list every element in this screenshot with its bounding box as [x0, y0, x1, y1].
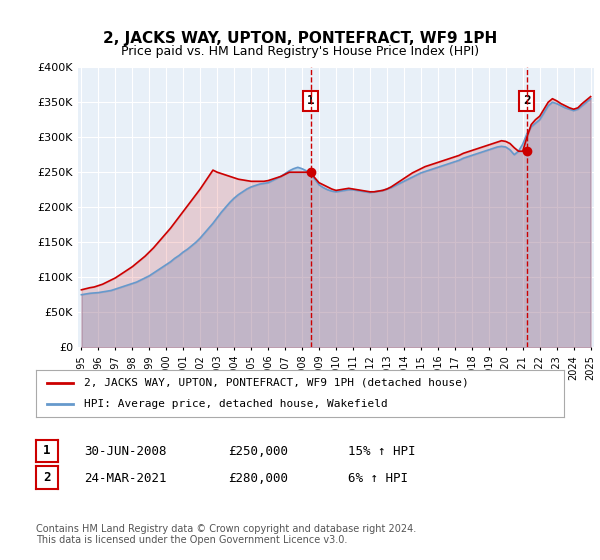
Text: 1: 1 — [307, 94, 314, 108]
Text: 2, JACKS WAY, UPTON, PONTEFRACT, WF9 1PH: 2, JACKS WAY, UPTON, PONTEFRACT, WF9 1PH — [103, 31, 497, 46]
Text: 24-MAR-2021: 24-MAR-2021 — [84, 472, 167, 486]
Text: HPI: Average price, detached house, Wakefield: HPI: Average price, detached house, Wake… — [83, 399, 387, 409]
Text: 6% ↑ HPI: 6% ↑ HPI — [348, 472, 408, 486]
Text: £250,000: £250,000 — [228, 445, 288, 459]
Text: Price paid vs. HM Land Registry's House Price Index (HPI): Price paid vs. HM Land Registry's House … — [121, 45, 479, 58]
Text: 2: 2 — [523, 94, 530, 108]
Text: 15% ↑ HPI: 15% ↑ HPI — [348, 445, 415, 459]
Text: 30-JUN-2008: 30-JUN-2008 — [84, 445, 167, 459]
Text: £280,000: £280,000 — [228, 472, 288, 486]
Text: Contains HM Land Registry data © Crown copyright and database right 2024.
This d: Contains HM Land Registry data © Crown c… — [36, 524, 416, 545]
Text: 2: 2 — [43, 471, 50, 484]
Text: 2, JACKS WAY, UPTON, PONTEFRACT, WF9 1PH (detached house): 2, JACKS WAY, UPTON, PONTEFRACT, WF9 1PH… — [83, 378, 468, 388]
Text: 1: 1 — [43, 444, 50, 458]
